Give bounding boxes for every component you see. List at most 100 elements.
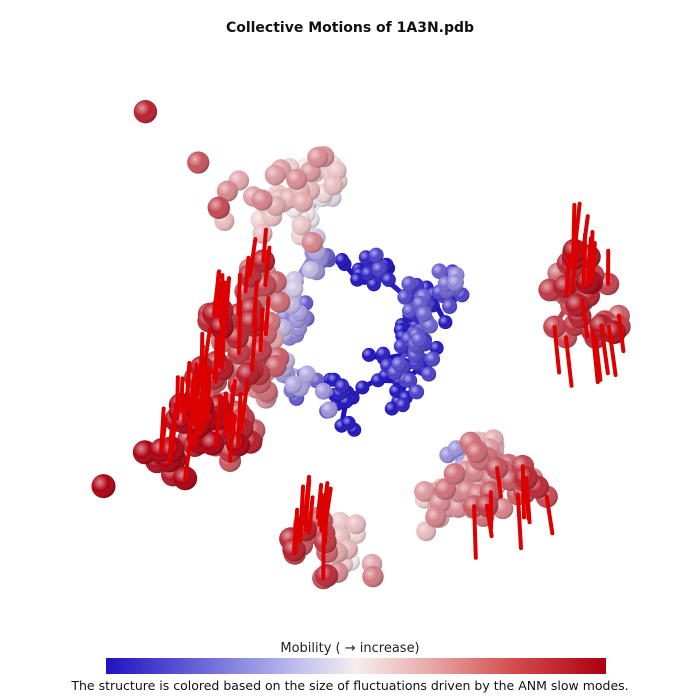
motion-arrow — [188, 373, 197, 409]
residue-atom — [362, 565, 384, 588]
residue-atom — [268, 291, 291, 313]
motion-arrow — [606, 324, 618, 378]
motion-arrow — [243, 255, 251, 294]
residue-atom — [376, 346, 391, 361]
residue-atom — [330, 511, 350, 532]
motion-arrow — [181, 390, 190, 424]
motion-arrow — [323, 489, 329, 544]
residue-atom — [371, 261, 387, 277]
motion-arrow — [593, 335, 603, 382]
motion-arrow — [520, 464, 526, 520]
residue-atom — [207, 196, 231, 220]
residue-atom — [401, 276, 417, 292]
motion-arrow — [223, 276, 232, 324]
residue-atom — [133, 99, 158, 124]
motion-arrow — [263, 245, 272, 288]
residue-atom — [187, 151, 210, 174]
motion-arrow — [472, 504, 478, 560]
motion-arrow — [219, 279, 226, 330]
motion-arrow — [250, 316, 258, 373]
motion-arrows — [159, 201, 626, 581]
motion-arrow — [292, 507, 300, 552]
residue-atom — [429, 340, 444, 356]
motion-arrow — [484, 503, 494, 539]
motion-arrow — [544, 494, 555, 536]
motion-arrow — [572, 201, 582, 253]
residue-atom — [384, 401, 399, 416]
motion-arrow — [228, 413, 237, 454]
residue-atom — [466, 441, 488, 464]
residue-atom — [431, 263, 448, 280]
residue-atom — [381, 272, 396, 287]
residue-atom — [307, 146, 329, 168]
residue-atom — [395, 397, 410, 413]
residue-atom — [421, 366, 437, 382]
motion-arrow — [239, 379, 250, 431]
residue-atom — [345, 514, 367, 535]
residue-atom — [291, 215, 312, 236]
residue-atom — [424, 351, 441, 367]
residue-atom — [334, 253, 349, 268]
motion-arrow — [200, 372, 206, 408]
motion-arrow — [585, 236, 593, 285]
residue-atom — [264, 354, 287, 378]
motion-arrow — [599, 323, 610, 376]
residue-atom — [409, 384, 425, 400]
motion-arrow — [227, 384, 236, 433]
protein-structure-view[interactable] — [40, 70, 660, 610]
motion-arrow — [307, 495, 315, 536]
residue-atom — [323, 175, 344, 196]
motion-arrow — [220, 323, 227, 371]
mobility-colorbar — [106, 658, 606, 674]
motion-arrow — [213, 394, 223, 448]
residue-atom — [301, 231, 323, 254]
residue-atom — [314, 382, 332, 400]
residue-atom — [443, 463, 466, 485]
motion-arrow — [590, 328, 600, 385]
motion-arrow — [564, 253, 571, 298]
motion-arrow — [236, 272, 242, 317]
motion-arrow — [198, 385, 208, 436]
residue-atom — [402, 373, 418, 389]
motion-arrow — [317, 492, 324, 527]
motion-arrow — [258, 307, 265, 353]
residue-atom — [216, 180, 239, 202]
residue-atom — [292, 191, 314, 213]
residue-atom — [422, 317, 439, 334]
residue-atom — [320, 401, 338, 419]
motion-arrow — [236, 391, 243, 447]
residue-atom — [334, 379, 350, 394]
residue-atom — [264, 164, 286, 186]
residue-atom — [315, 564, 339, 588]
motion-arrow — [248, 237, 258, 278]
motion-arrow — [563, 335, 574, 388]
motion-arrow — [261, 227, 269, 264]
residue-atom — [285, 279, 304, 298]
motion-arrow — [212, 269, 222, 317]
motion-arrow — [552, 324, 562, 375]
residue-atom — [397, 289, 413, 305]
motion-arrow — [570, 242, 580, 294]
motion-arrow — [201, 327, 212, 376]
motion-arrow — [298, 484, 306, 543]
figure-caption: The structure is colored based on the si… — [71, 678, 629, 693]
residue-atom — [286, 168, 308, 190]
motion-arrow — [159, 417, 168, 453]
motion-arrow — [524, 475, 531, 521]
motion-arrow — [303, 478, 312, 532]
residue-atom — [301, 261, 320, 279]
motion-arrow — [183, 432, 194, 481]
motion-arrow — [205, 366, 212, 422]
residue-atom — [438, 315, 453, 330]
motion-arrow — [616, 313, 626, 354]
residue-atom — [251, 189, 273, 211]
motion-arrow — [251, 279, 259, 328]
motion-arrow — [199, 331, 205, 370]
residue-atom — [447, 274, 464, 291]
motion-arrow — [167, 425, 174, 465]
residue-atom — [442, 298, 458, 314]
motion-arrow — [580, 214, 590, 256]
residue-atom — [284, 375, 303, 394]
motion-arrow — [263, 296, 271, 337]
residue-atom — [239, 310, 263, 334]
